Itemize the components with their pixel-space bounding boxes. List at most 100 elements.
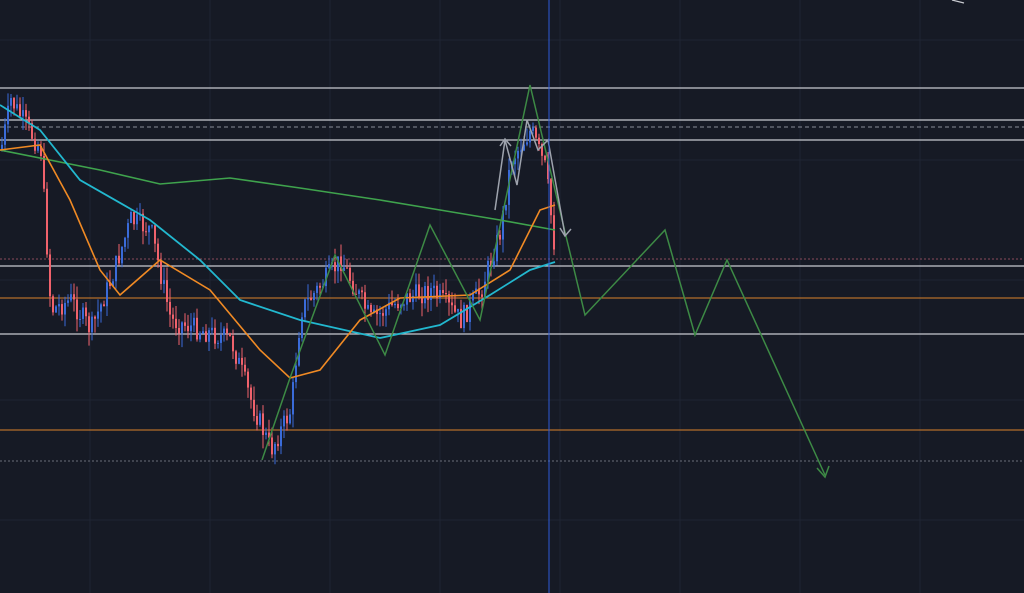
candle-body — [76, 299, 78, 320]
candle-body — [388, 302, 390, 310]
candle-body — [310, 297, 312, 301]
candle-body — [88, 316, 90, 333]
candle-body — [148, 225, 150, 233]
candle-body — [196, 317, 198, 340]
candle-body — [433, 285, 435, 289]
projection-path — [261, 84, 830, 479]
candle-body — [406, 293, 408, 305]
candle-body — [493, 261, 495, 266]
candle-body — [34, 138, 36, 151]
candle-body — [277, 443, 279, 447]
candle-body — [496, 234, 498, 262]
candle-body — [325, 267, 327, 287]
candle-body — [346, 267, 348, 269]
candle-body — [352, 280, 354, 294]
candle-body — [457, 308, 459, 312]
candle-body — [373, 309, 375, 313]
candle-body — [451, 302, 453, 306]
candle-body — [403, 304, 405, 306]
candle-body — [13, 98, 15, 109]
candle-body — [292, 382, 294, 415]
candle-body — [133, 212, 135, 225]
candle-body — [427, 286, 429, 300]
candle-body — [229, 333, 231, 336]
candle-body — [91, 316, 93, 333]
candle-body — [1, 144, 3, 150]
candle-body — [289, 414, 291, 424]
candle-body — [439, 290, 441, 298]
candle-body — [208, 330, 210, 342]
candle-body — [112, 281, 114, 287]
candle-body — [412, 295, 414, 302]
candle-body — [73, 294, 75, 300]
candle-body — [7, 105, 9, 125]
candle-body — [283, 415, 285, 427]
moving-average-short — [0, 144, 556, 379]
candle-body — [370, 304, 372, 313]
candle-body — [223, 328, 225, 335]
candle-body — [490, 260, 492, 266]
candle-body — [166, 280, 168, 302]
candle-body — [4, 124, 6, 145]
candle-body — [295, 365, 297, 383]
candle-body — [535, 127, 537, 138]
candle-body — [187, 325, 189, 332]
candle-body — [55, 306, 57, 313]
candle-body — [547, 160, 549, 180]
candle-body — [442, 290, 444, 293]
candle-body — [301, 317, 303, 339]
candle-body — [259, 413, 261, 425]
candle-body — [217, 342, 219, 344]
candle-body — [142, 213, 144, 232]
candle-body — [184, 322, 186, 326]
candle-body — [220, 334, 222, 343]
candle-body — [337, 256, 339, 272]
candle-body — [328, 264, 330, 268]
candle-body — [358, 290, 360, 294]
candle-body — [385, 309, 387, 316]
candle-body — [52, 296, 54, 313]
candle-body — [307, 297, 309, 300]
candle-body — [472, 293, 474, 301]
candle-body — [316, 285, 318, 293]
candle-body — [61, 304, 63, 315]
candle-body — [280, 426, 282, 447]
candle-body — [421, 298, 423, 304]
candle-body — [19, 104, 21, 117]
candle-body — [499, 234, 501, 240]
candle-body — [448, 294, 450, 303]
candle-body — [10, 98, 12, 106]
candle-body — [553, 215, 555, 250]
candle-body — [193, 317, 195, 326]
candle-body — [28, 116, 30, 124]
candle-body — [151, 225, 153, 227]
candle-body — [43, 156, 45, 189]
candle-body — [364, 292, 366, 309]
candle-body — [313, 292, 315, 301]
candle-body — [538, 137, 540, 145]
edge-mark — [951, 0, 965, 4]
candle-body — [250, 387, 252, 400]
candle-body — [532, 127, 534, 131]
candle-body — [199, 333, 201, 340]
candle-body — [445, 292, 447, 295]
candle-body — [376, 309, 378, 315]
candle-body — [274, 443, 276, 455]
candle-body — [160, 260, 162, 284]
candle-body — [343, 267, 345, 271]
candle-body — [424, 286, 426, 304]
candle-body — [541, 144, 543, 156]
candle-body — [202, 331, 204, 334]
candle-body — [508, 169, 510, 205]
candle-body — [58, 304, 60, 307]
candle-body — [49, 254, 51, 297]
candle-body — [319, 285, 321, 288]
candle-body — [79, 318, 81, 320]
candle-body — [136, 214, 138, 225]
candle-body — [265, 432, 267, 435]
candle-body — [379, 313, 381, 315]
candle-body — [163, 280, 165, 284]
candle-body — [157, 243, 159, 261]
candle-body — [31, 123, 33, 139]
